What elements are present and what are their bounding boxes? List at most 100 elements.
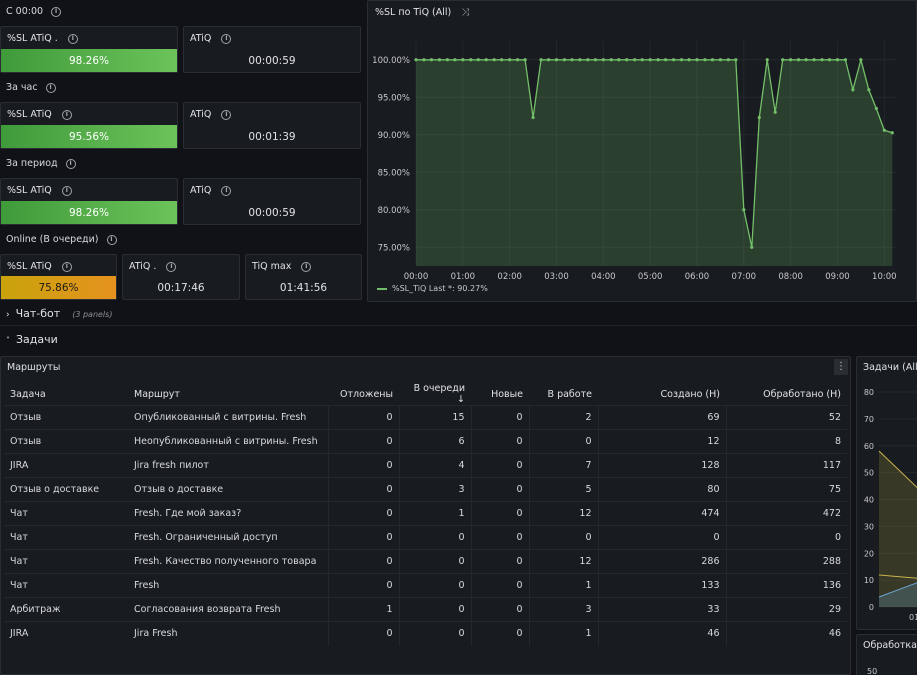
table-cell: 75 [725,477,847,502]
info-icon[interactable]: i [166,261,177,272]
table-cell: 0 [398,573,471,598]
section-label-online: Online (В очереди) i [6,234,117,245]
table-row[interactable]: JIRA Jira Fresh 0 0 0 1 46 46 [4,621,847,646]
graph-legend[interactable]: %SL_TiQ Last *: 90.27% [377,284,488,293]
table-cell: Jira Fresh [128,621,328,646]
data-point [789,58,793,62]
tasks-y-tick: 80 [864,388,874,397]
sl-atiq-panel: %SL ATiQ . i 98.26% [0,26,178,73]
data-point [554,58,559,62]
x-tick-label: 00:00 [404,272,429,282]
x-tick-label: 03:00 [544,272,569,282]
table-row[interactable]: Чат Fresh. Ограниченный доступ 0 0 0 0 0 0 [4,525,847,550]
processing-y-tick: 50 [867,667,878,675]
data-point [781,58,785,62]
table-cell: 0 [597,525,726,550]
tasks-series-area [879,451,917,607]
tiq-max-title: TiQ max [252,261,292,272]
table-cell: 12 [597,429,726,454]
col-header-deferred[interactable]: Отложены [339,388,393,400]
col-header-created[interactable]: Создано (Н) [660,388,721,400]
sl-atiq-panel: %SL ATiQ i 95.56% [0,102,178,149]
data-point [508,58,512,62]
table-cell: 2 [528,405,598,430]
info-icon[interactable]: i [45,82,56,93]
y-tick-label: 95.00% [378,93,410,103]
info-icon[interactable]: i [221,185,232,196]
data-point [671,58,676,62]
online-atiq-panel: ATiQ . i 00:17:46 [122,254,240,300]
table-row[interactable]: Чат Fresh. Качество полученного товара 0 0 0… [4,549,847,574]
data-point [742,208,746,212]
info-icon[interactable]: i [65,158,76,169]
online-sl-panel: %SL ATiQ i 75.86% [0,254,117,300]
data-point [648,58,652,62]
col-header-processed[interactable]: Обработано (Н) [763,388,841,400]
table-cell: 0 [470,549,529,574]
info-icon[interactable]: i [301,261,312,272]
data-point [710,58,715,62]
table-cell: Fresh. Ограниченный доступ [128,525,328,550]
data-point [765,58,769,62]
atiq-value: 00:01:39 [248,131,296,143]
table-row[interactable]: Чат Fresh. Где мой заказ? 0 1 0 12 474 472 [4,501,847,526]
x-tick-label: 06:00 [685,272,710,282]
row-tasks[interactable]: ˅ Задачи [6,333,58,346]
data-point [492,58,496,62]
table-cell: 0 [398,621,471,646]
data-point [601,58,605,62]
data-point [414,58,418,62]
table-cell: 0 [327,573,399,598]
col-header-route[interactable]: Маршрут [134,388,180,400]
section-label-period: За период i [6,158,76,169]
data-point [843,58,848,62]
data-point [726,58,730,62]
legend-text: %SL_TiQ Last *: 90.27% [392,284,488,293]
atiq-title: ATiQ [190,109,212,120]
table-row[interactable]: Отзыв Неопубликованный с витрины. Fresh 0 6… [4,429,847,454]
y-tick-label: 75.00% [378,243,410,253]
col-header-in-work[interactable]: В работе [547,388,592,400]
atiq-title: ATiQ . [129,261,157,272]
data-point [804,58,808,62]
table-cell: 0 [398,525,471,550]
y-tick-label: 80.00% [378,206,410,216]
tasks-y-tick: 40 [864,496,874,505]
data-point [445,58,449,62]
table-cell: Чат [4,549,128,574]
info-icon[interactable]: i [67,33,78,44]
row-chat-bot[interactable]: › Чат-бот (3 panels) [6,307,112,320]
info-icon[interactable]: i [106,234,117,245]
atiq-panel: ATiQ i 00:00:59 [183,178,361,225]
data-point [593,58,597,62]
table-cell: 117 [725,453,847,478]
table-row[interactable]: Арбитраж Согласования возврата Fresh 1 0 0 3 3… [4,597,847,622]
tasks-y-tick: 50 [864,469,874,478]
data-point [679,58,684,62]
info-icon[interactable]: i [61,261,72,272]
col-header-new[interactable]: Новые [491,388,523,400]
section-label-text: Online (В очереди) [6,234,99,245]
panel-menu-icon[interactable]: ⋮ [834,359,848,375]
table-row[interactable]: Чат Fresh 0 0 0 1 133 136 [4,573,847,598]
info-icon[interactable]: i [61,109,72,120]
table-row[interactable]: Отзыв Опубликованный с витрины. Fresh 0 15 0… [4,405,847,430]
table-row[interactable]: JIRA Jira fresh пилот 0 4 0 7 128 117 [4,453,847,478]
col-header-queue[interactable]: В очереди ↓ [399,383,471,406]
data-point [773,110,777,114]
tasks-y-tick: 20 [864,549,874,558]
routes-title: Маршруты [7,362,61,373]
info-icon[interactable]: i [61,185,72,196]
table-cell: 0 [470,501,529,526]
table-cell: 1 [528,621,598,646]
info-icon[interactable]: i [51,6,62,17]
data-point [453,58,457,62]
chevron-right-icon: › [6,310,10,320]
info-icon[interactable]: i [221,109,232,120]
y-tick-label: 100.00% [372,56,410,66]
info-icon[interactable]: i [221,33,232,44]
shuffle-icon[interactable]: ⤨ [461,7,470,18]
sl-atiq-panel: %SL ATiQ i 98.26% [0,178,178,225]
table-row[interactable]: Отзыв о доставке Отзыв о доставке 0 3 0 5 80 75 [4,477,847,502]
col-header-task[interactable]: Задача [10,388,46,400]
